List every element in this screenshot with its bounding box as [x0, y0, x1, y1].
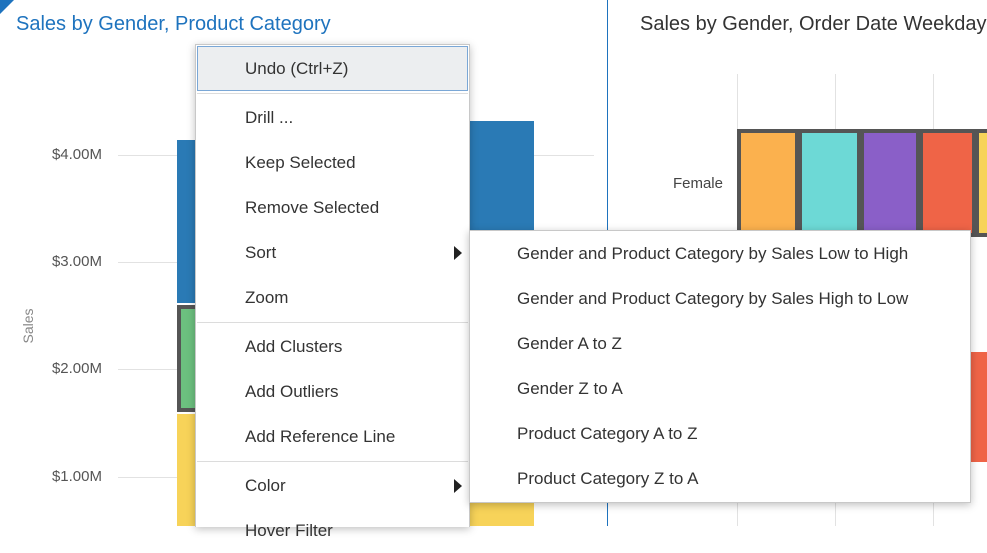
bar-segment-green[interactable] [181, 309, 197, 408]
sort-option[interactable]: Gender and Product Category by Sales Hig… [517, 289, 909, 308]
menu-item-zoom[interactable]: Zoom [245, 288, 289, 307]
bar-segment-red[interactable] [923, 133, 972, 233]
menu-item-remove-selected[interactable]: Remove Selected [245, 198, 380, 217]
sort-option[interactable]: Product Category Z to A [517, 469, 699, 488]
y-tick-label: $2.00M [51, 360, 102, 377]
menu-separator [197, 461, 468, 462]
menu-item-sort-label: Sort [245, 243, 277, 262]
bar-segment-teal[interactable] [802, 133, 857, 233]
menu-separator [197, 93, 468, 94]
bar-segment-yellow[interactable] [979, 133, 987, 233]
context-menu: Undo (Ctrl+Z) Drill ... Keep Selected Re… [195, 44, 470, 540]
bar-segment-purple[interactable] [864, 133, 916, 233]
left-chart-title[interactable]: Sales by Gender, Product Category [16, 13, 331, 35]
y-axis-label: Sales [20, 308, 36, 344]
menu-item-keep-selected[interactable]: Keep Selected [245, 153, 356, 172]
sort-submenu: Gender and Product Category by Sales Low… [469, 230, 971, 503]
bar-segment-blue[interactable] [177, 140, 197, 303]
menu-item-drill[interactable]: Drill ... [245, 108, 294, 127]
menu-separator [197, 322, 468, 323]
sort-option[interactable]: Gender Z to A [517, 379, 623, 398]
sort-option[interactable]: Gender and Product Category by Sales Low… [517, 244, 909, 263]
menu-item-sort[interactable]: Sort [197, 230, 468, 275]
submenu-arrow-icon [454, 246, 462, 260]
y-tick-label: $4.00M [51, 146, 102, 163]
submenu-arrow-icon [454, 479, 462, 493]
menu-item-add-clusters[interactable]: Add Clusters [245, 337, 343, 356]
sort-option[interactable]: Gender A to Z [517, 334, 622, 353]
menu-item-hover-filter[interactable]: Hover Filter [245, 521, 333, 540]
bar-segment-red[interactable] [968, 352, 987, 462]
bar-segment-yellow[interactable] [468, 501, 534, 526]
menu-item-color[interactable]: Color [197, 463, 468, 508]
bar-segment-yellow[interactable] [177, 414, 197, 526]
row-label-female: Female [672, 175, 723, 192]
bar-segment-blue[interactable] [468, 121, 534, 231]
sort-option[interactable]: Product Category A to Z [517, 424, 698, 443]
panel-corner-marker [0, 0, 14, 14]
bar-segment-orange[interactable] [741, 133, 795, 233]
y-tick-label: $3.00M [51, 253, 102, 270]
menu-item-color-label: Color [245, 476, 286, 495]
left-chart-panel[interactable]: Sales by Gender, Product Category $4.00M… [0, 0, 607, 526]
right-chart-title[interactable]: Sales by Gender, Order Date Weekday [640, 13, 987, 35]
y-tick-label: $1.00M [51, 468, 102, 485]
menu-item-add-outliers[interactable]: Add Outliers [245, 382, 339, 401]
menu-item-undo[interactable]: Undo (Ctrl+Z) [197, 46, 468, 91]
menu-item-add-reference-line[interactable]: Add Reference Line [245, 427, 396, 446]
